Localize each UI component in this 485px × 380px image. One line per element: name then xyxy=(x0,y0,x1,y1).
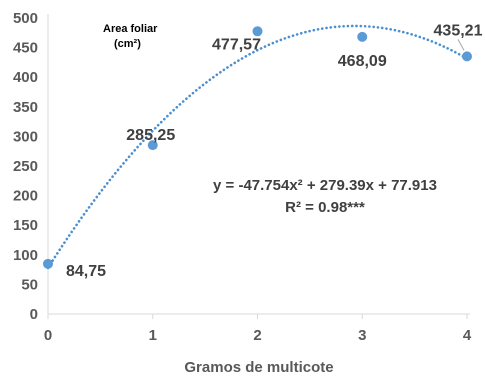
y-tick-label: 50 xyxy=(21,276,38,293)
x-axis-title: Gramos de multicote xyxy=(184,359,333,376)
y-tick-label: 350 xyxy=(13,99,38,116)
data-labels: 84,75 285,25 477,57 468,09 435,21 xyxy=(66,22,483,279)
data-label: 468,09 xyxy=(338,53,387,70)
data-point xyxy=(43,258,53,269)
data-label: 477,57 xyxy=(212,36,261,53)
y-tick-label: 250 xyxy=(13,158,38,175)
data-point xyxy=(147,140,158,151)
data-label: 285,25 xyxy=(126,127,175,144)
data-point xyxy=(252,26,263,37)
x-axis: 0 1 2 3 4 xyxy=(44,313,472,344)
y-tick-label: 500 xyxy=(13,10,38,27)
data-label: 84,75 xyxy=(66,263,106,280)
y-tick-label: 150 xyxy=(13,217,38,234)
x-tick-label: 2 xyxy=(253,327,261,344)
data-point xyxy=(462,51,472,62)
y-axis: 0 50 100 150 200 250 300 350 400 450 500 xyxy=(13,10,49,323)
y-tick-label: 0 xyxy=(30,306,38,323)
data-point xyxy=(357,31,368,42)
x-tick-label: 1 xyxy=(149,327,157,344)
y-tick-label: 200 xyxy=(13,188,38,205)
trend-equation: y = -47.754x² + 279.39x + 77.913 xyxy=(213,177,437,194)
y-tick-label: 450 xyxy=(13,40,38,57)
y-tick-label: 100 xyxy=(13,247,38,264)
annotation-line-1: Area foliar xyxy=(103,23,158,35)
y-tick-label: 400 xyxy=(13,69,38,86)
x-tick-label: 4 xyxy=(463,327,472,344)
trendline xyxy=(46,24,469,270)
label-leader-line xyxy=(457,39,465,51)
x-tick-label: 0 xyxy=(44,327,52,344)
x-tick-label: 3 xyxy=(358,327,366,344)
data-points xyxy=(43,26,472,269)
r-squared: R² = 0.98*** xyxy=(285,199,365,216)
data-label: 435,21 xyxy=(434,22,483,39)
y-tick-label: 300 xyxy=(13,128,38,145)
annotation-line-2: (cm²) xyxy=(114,38,141,50)
